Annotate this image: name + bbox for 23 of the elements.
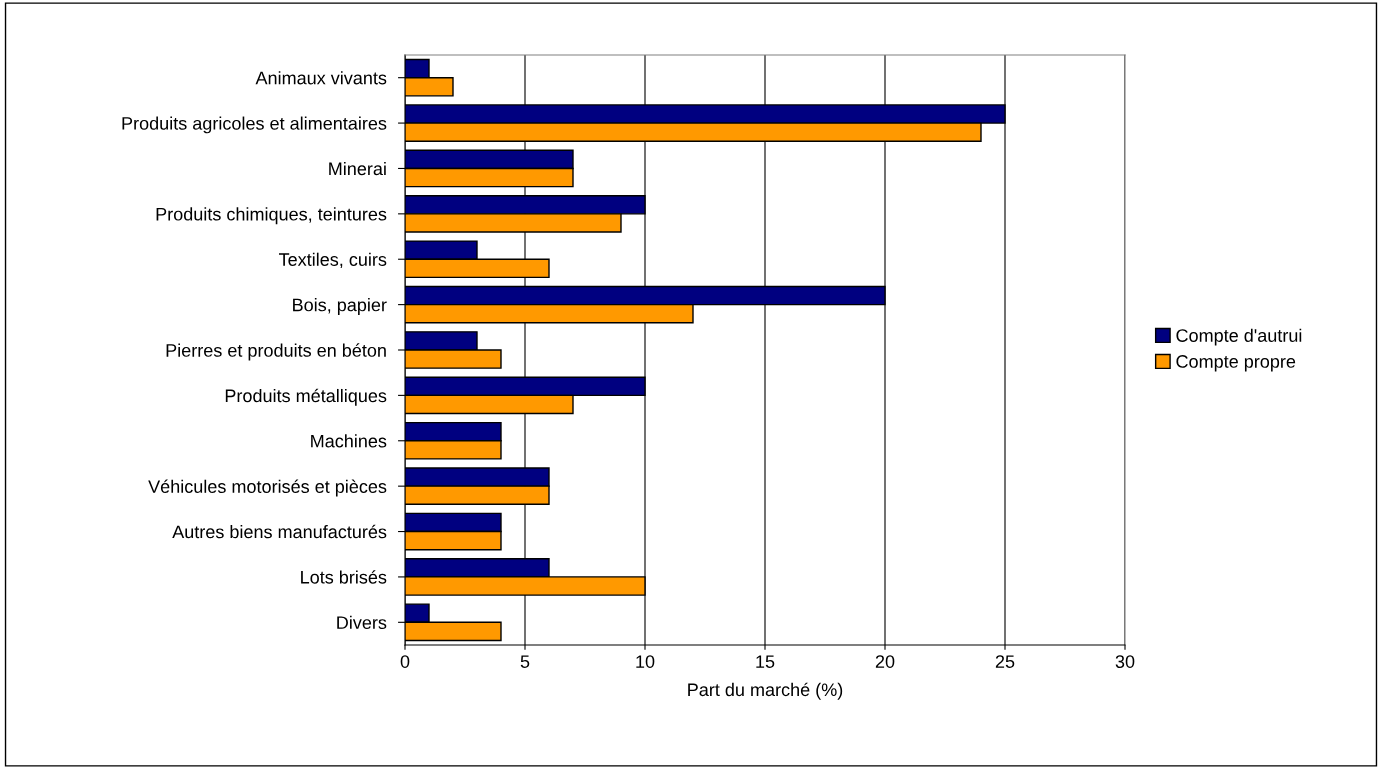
y-tick-label: Animaux vivants xyxy=(255,71,387,85)
y-tick-label: Divers xyxy=(337,615,387,630)
x-tick-label: 5 xyxy=(520,655,530,668)
y-tick-label: Produits chimiques, teintures xyxy=(156,207,387,225)
y-tick-label: Produits métalliques xyxy=(225,388,387,406)
x-tick-label: 25 xyxy=(995,655,1015,668)
y-tick-label: Lots brisés xyxy=(301,570,387,584)
legend-label: Compte propre xyxy=(1176,355,1296,372)
x-tick-label: 20 xyxy=(875,655,895,668)
y-tick-label: Bois, papier xyxy=(293,298,387,315)
x-tick-label: 30 xyxy=(1115,655,1135,668)
y-tick-label: Véhicules motorisés et pièces xyxy=(148,479,387,497)
y-tick-label: Autres biens manufacturés xyxy=(172,524,387,539)
x-axis-title: Part du marché (%) xyxy=(688,682,843,700)
y-tick-label: Textiles, cuirs xyxy=(279,252,387,269)
x-tick-label: 15 xyxy=(756,655,775,668)
y-tick-label: Machines xyxy=(311,434,387,448)
y-tick-label: Minerai xyxy=(329,161,386,176)
y-tick-label: Pierres et produits en béton xyxy=(166,343,386,361)
x-tick-label: 10 xyxy=(636,655,655,668)
legend-label: Compte d'autrui xyxy=(1176,328,1302,346)
x-tick-label: 0 xyxy=(400,655,410,668)
y-tick-label: Produits agricoles et alimentaires xyxy=(122,116,387,134)
